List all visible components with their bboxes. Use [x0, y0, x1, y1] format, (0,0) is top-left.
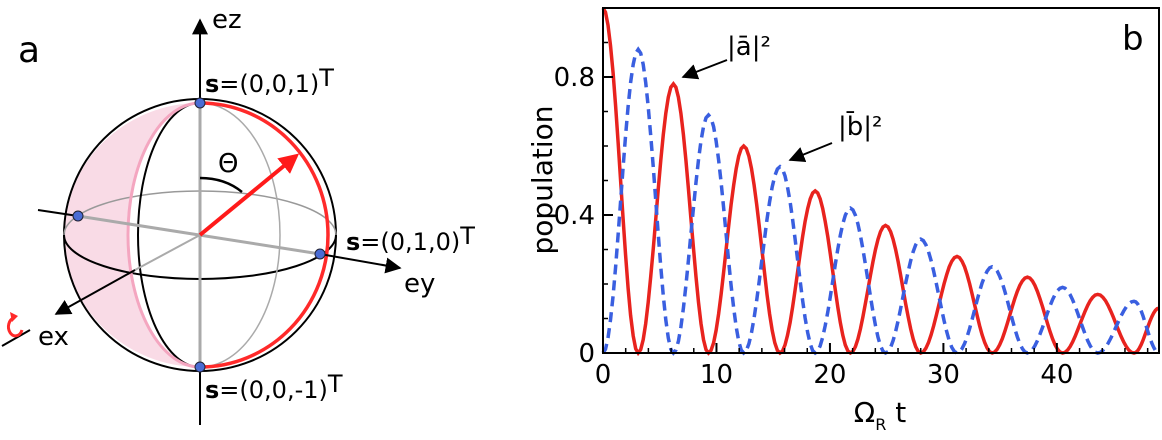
annotation-a-arrow: [681, 59, 728, 80]
state-point-right: [314, 248, 326, 260]
theta-arc: [199, 176, 243, 193]
axis-ey-back: [37, 209, 79, 217]
series-layer: [601, 7, 1160, 357]
pink-meridian-edge: [126, 101, 201, 369]
x-tick-label: 20: [813, 360, 846, 390]
series-line-a: [601, 7, 1160, 357]
annotation-b-arrow: [788, 142, 833, 163]
bloch-sphere-panel: a Θ: [1, 5, 475, 425]
annotation-a-label: |ā|²: [727, 32, 771, 62]
state-label-top: s=(0,0,1)T: [205, 64, 334, 98]
x-tick-label: 30: [927, 360, 960, 390]
series-line-b: [601, 46, 1160, 356]
state-label-right: s=(0,1,0)T: [346, 222, 475, 256]
axis-ey: [319, 253, 402, 274]
state-point-left: [72, 210, 84, 222]
red-meridian-arc: [199, 101, 330, 369]
state-label-bottom: s=(0,0,-1)T: [205, 370, 343, 404]
axis-ex: [54, 269, 136, 315]
theta-label: Θ: [218, 149, 238, 179]
state-point-top: [194, 97, 206, 109]
sphere-pink-region: [64, 103, 200, 367]
axis-label-ey: ey: [404, 269, 435, 299]
y-tick-label: 0.4: [554, 201, 595, 231]
axis-ex-tail: [1, 329, 31, 347]
x-tick-label: 10: [700, 360, 733, 390]
x-tick-label: 0: [595, 360, 612, 390]
y-axis-label: population: [526, 106, 559, 255]
state-point-bottom: [194, 361, 206, 373]
axis-label-ex: ex: [38, 322, 69, 352]
meridian-right-back: [199, 102, 281, 368]
annotation-b-label: |b̄|²: [838, 110, 882, 142]
meridian-left: [137, 102, 201, 368]
panel-a-label: a: [18, 30, 40, 71]
y-tick-label: 0.8: [554, 63, 595, 93]
axis-label-ez: ez: [212, 5, 242, 35]
x-axis-label: ΩR t: [854, 396, 906, 434]
x-tick-label: 40: [1040, 360, 1073, 390]
y-tick-label: 0: [578, 339, 595, 369]
inner-axis-x: [134, 234, 201, 271]
rotation-icon: [6, 312, 24, 338]
panel-b-label: b: [1122, 19, 1144, 59]
ticks-layer: 0 10 20 30 40 0 0.4 0.8: [554, 7, 1149, 390]
state-vector-arrow: [198, 153, 300, 237]
